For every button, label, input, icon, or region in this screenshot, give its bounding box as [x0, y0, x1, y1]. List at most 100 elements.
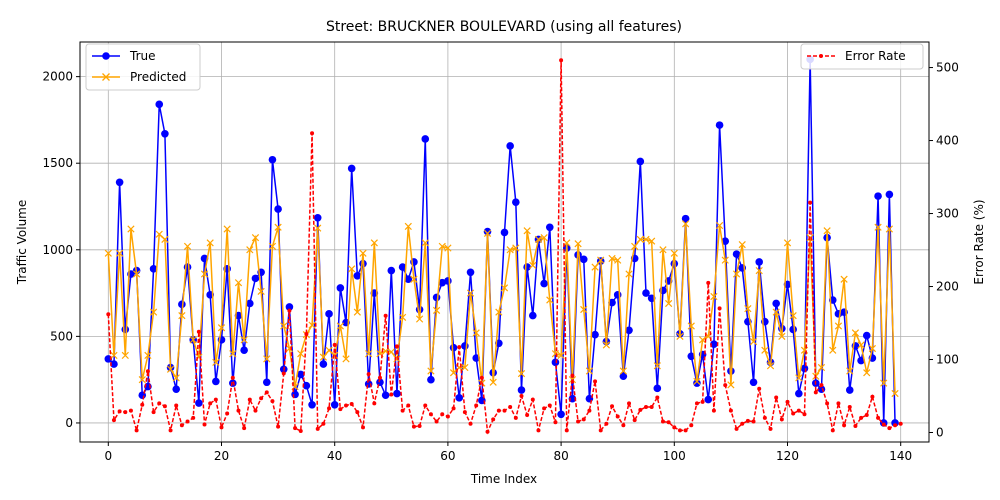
predicted-point [172, 374, 180, 382]
error-rate-point [836, 401, 841, 406]
error-rate-point [774, 395, 779, 400]
true-point [427, 375, 435, 384]
error-rate-point [683, 428, 688, 433]
axes-frame [79, 41, 930, 443]
true-point [749, 378, 758, 387]
true-point [512, 198, 520, 206]
error-rate-point [196, 329, 201, 334]
predicted-point [602, 341, 611, 349]
predicted-point [495, 308, 503, 316]
predicted-point [166, 365, 175, 373]
legend-true-label: True [129, 49, 156, 63]
predicted-point [591, 263, 599, 271]
y-axis-title: Traffic Volume [15, 200, 29, 286]
true-point [862, 331, 871, 340]
predicted-point [687, 322, 695, 330]
error-rate-point [768, 426, 773, 431]
predicted-point [648, 237, 656, 245]
error-rate-point [287, 308, 292, 313]
true-point [461, 342, 469, 350]
true-point [421, 135, 430, 143]
error-rate-point [496, 408, 501, 413]
error-rate-point [864, 412, 869, 417]
true-point [274, 205, 282, 213]
error-rate-point [604, 421, 609, 426]
predicted-point [432, 306, 441, 315]
true-point [591, 330, 599, 339]
error-rate-point [842, 423, 847, 428]
error-rate-point [502, 408, 507, 413]
predicted-point [404, 222, 412, 231]
error-rate-point [242, 426, 247, 431]
predicted-point [778, 332, 786, 340]
error-rate-point [598, 428, 603, 433]
error-rate-point [813, 390, 818, 395]
true-point [506, 142, 514, 150]
error-rate-point [593, 379, 598, 384]
legend-true-marker [102, 52, 110, 60]
predicted-point [342, 355, 350, 363]
true-point [432, 293, 441, 302]
error-rate-point [779, 417, 784, 422]
true-point [517, 386, 526, 394]
error-rate-point [485, 429, 490, 434]
predicted-point [200, 270, 209, 278]
x-tick-label: 0 [104, 449, 112, 463]
error-rate-point [332, 342, 337, 347]
error-rate-point [887, 426, 892, 431]
error-rate-point [310, 131, 315, 136]
predicted-point [795, 374, 803, 382]
error-rate-point [423, 403, 428, 408]
predicted-point [715, 221, 724, 230]
true-point [285, 303, 294, 311]
x-tick-label: 20 [214, 449, 229, 463]
predicted-point [659, 246, 667, 254]
true-point [393, 389, 401, 398]
predicted-point [517, 369, 526, 378]
error-rate-point [644, 404, 648, 409]
true-point [732, 250, 741, 258]
true-point [551, 358, 560, 367]
true-point [155, 100, 164, 109]
predicted-point [863, 369, 871, 377]
predicted-point [359, 249, 367, 257]
true-point [715, 121, 724, 129]
predicted-point [829, 346, 837, 354]
predicted-point [676, 332, 684, 340]
true-point [557, 410, 565, 419]
error-rate-point [547, 403, 552, 408]
true-point [336, 284, 345, 292]
x-axis-title: Time Index [470, 472, 537, 486]
predicted-point [681, 220, 690, 228]
predicted-point [823, 227, 831, 235]
predicted-point [580, 305, 588, 314]
predicted-point [614, 256, 622, 264]
predicted-point [398, 313, 407, 321]
true-point [857, 356, 865, 365]
predicted-point [885, 225, 894, 233]
x-tick-label: 40 [327, 449, 342, 463]
predicted-point [857, 341, 865, 349]
true-point [302, 381, 311, 390]
error-rate-point [315, 426, 320, 431]
error-rate-point [434, 419, 439, 424]
error-rate-point [428, 412, 433, 417]
error-rate-point [881, 422, 886, 427]
error-rate-point [519, 394, 524, 399]
x-tick-label: 80 [553, 449, 568, 463]
error-rate-point [230, 375, 235, 380]
error-rate-point [117, 409, 122, 414]
predicted-point [348, 265, 356, 273]
predicted-point [868, 344, 877, 353]
error-rate-point [383, 313, 388, 318]
error-rate-point [564, 428, 569, 433]
error-rate-point [830, 428, 835, 433]
predicted-point [319, 353, 328, 361]
predicted-point [223, 225, 231, 233]
true-series-line [107, 59, 896, 423]
predicted-point [155, 230, 163, 238]
true-point [455, 394, 464, 402]
predicted-point [642, 235, 650, 244]
error-rate-point [508, 404, 513, 409]
predicted-point [727, 381, 735, 389]
